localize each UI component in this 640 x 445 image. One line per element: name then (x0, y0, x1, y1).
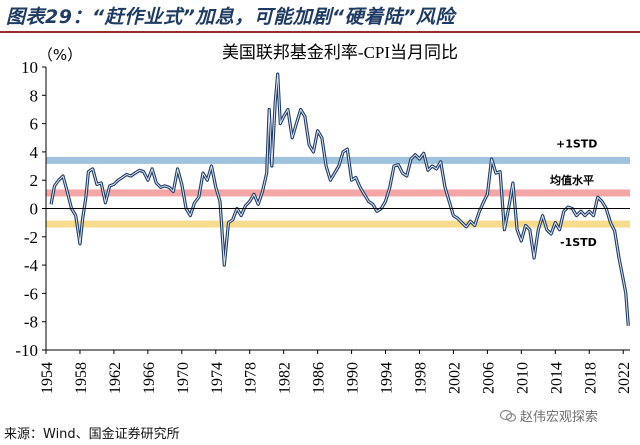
y-tick-label: 6 (30, 115, 39, 134)
x-tick-label: 1958 (73, 362, 90, 394)
source-note: 来源：Wind、国金证券研究所 (4, 427, 180, 442)
watermark-text: 赵伟宏观探索 (520, 410, 599, 425)
x-tick-label: 2018 (582, 362, 599, 394)
series-line-outline (49, 72, 630, 327)
x-tick-label: 1954 (39, 362, 56, 394)
y-tick-label: 8 (30, 86, 39, 105)
x-tick-label: 2002 (446, 362, 463, 394)
band-plus-1std-label: +1STD (556, 137, 597, 150)
y-tick-label: -4 (24, 256, 39, 275)
y-tick-label: 4 (30, 143, 39, 162)
chart-title: 美国联邦基金利率-CPI当月同比 (222, 43, 458, 62)
band-minus-1std (46, 220, 630, 228)
band-mean (46, 189, 630, 197)
y-axis-unit-label: （%） (38, 46, 82, 64)
x-tick-label: 2010 (514, 362, 531, 394)
y-tick-label: 2 (30, 171, 39, 190)
series-line (50, 73, 629, 326)
y-tick-label: -8 (24, 313, 38, 332)
x-tick-label: 1994 (379, 362, 396, 394)
y-tick-label: 10 (21, 58, 38, 77)
y-tick-label: -2 (24, 228, 38, 247)
x-tick-label: 1970 (175, 362, 192, 394)
x-tick-label: 1966 (141, 362, 158, 394)
series-layer (49, 72, 630, 327)
reference-bands: +1STD 均值水平 -1STD (46, 137, 630, 249)
x-tick-label: 1986 (311, 362, 328, 394)
x-tick-label: 2022 (616, 362, 633, 394)
x-tick-label: 1962 (107, 362, 124, 394)
watermark: 赵伟宏观探索 (499, 406, 599, 425)
title-rule (0, 31, 640, 33)
wechat-icon (499, 409, 517, 422)
axes (45, 67, 630, 351)
band-plus-1std (46, 156, 630, 164)
x-tick-label: 1982 (277, 362, 294, 394)
y-tick-label: -10 (15, 341, 38, 360)
x-tick-label: 1990 (345, 362, 362, 394)
y-tick-label: 0 (30, 200, 39, 219)
x-tick-label: 2006 (480, 362, 497, 394)
x-tick-label: 1978 (243, 362, 260, 394)
x-tick-label: 1998 (412, 362, 429, 394)
band-minus-1std-label: -1STD (560, 236, 597, 249)
band-mean-label: 均值水平 (550, 173, 594, 187)
figure-title: 图表29：“赶作业式”加息，可能加剧“硬着陆”风险 (6, 6, 455, 28)
x-tick-label: 2014 (548, 362, 565, 394)
x-tick-label: 1974 (209, 362, 226, 394)
y-tick-label: -6 (24, 284, 38, 303)
